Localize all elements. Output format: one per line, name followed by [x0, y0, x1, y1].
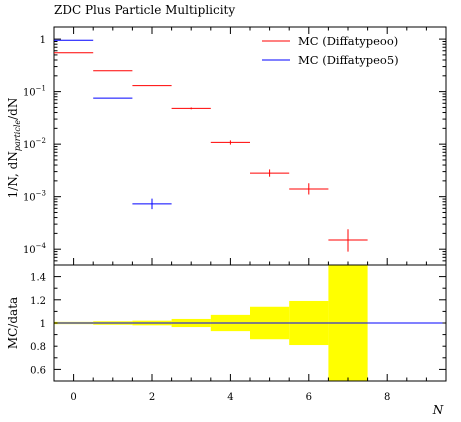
- legend: MC (Diffatypeoo) MC (Diffatypeo5): [262, 34, 399, 67]
- main-y-tick-label-base: 10: [23, 88, 36, 99]
- main-y-tick-label-base: 10: [23, 140, 36, 151]
- main-y-tick-label: 1: [40, 35, 46, 46]
- chart-title: ZDC Plus Particle Multiplicity: [54, 3, 235, 17]
- series-layer: [54, 39, 368, 252]
- main-y-tick-label-exponent: −4: [36, 242, 47, 250]
- main-y-axis-label-tail: /dN: [6, 98, 20, 120]
- x-tick-label: 8: [384, 392, 390, 403]
- x-tick-label: 6: [306, 392, 312, 403]
- ratio-y-axis: 0.6 0.8 1 1.2 1.4: [30, 273, 446, 376]
- main-y-tick-label-exponent: −3: [36, 190, 46, 198]
- legend-label-0: MC (Diffatypeoo): [298, 34, 398, 48]
- main-y-tick-label: 10−2: [23, 137, 46, 151]
- main-y-axis-label-subscript: particle: [13, 120, 22, 152]
- main-y-axis: 110−110−210−310−4: [23, 35, 446, 266]
- main-y-tick-label: 10−4: [23, 242, 47, 256]
- main-y-tick-label: 10−1: [23, 85, 46, 99]
- main-y-tick-label-base: 1: [40, 35, 46, 46]
- main-y-tick-label-base: 10: [23, 245, 36, 256]
- ratio-y-tick-label: 1.2: [30, 296, 46, 307]
- ratio-y-tick-label: 0.8: [30, 342, 46, 353]
- series-1: [54, 39, 172, 210]
- ratio-y-tick-label: 1.4: [30, 273, 46, 284]
- ratio-y-tick-label: 1: [40, 319, 46, 330]
- main-y-tick-label: 10−3: [23, 190, 46, 204]
- x-tick-label: 0: [70, 392, 76, 403]
- x-tick-label: 4: [227, 392, 233, 403]
- main-y-tick-label-exponent: −2: [36, 137, 46, 145]
- series-0: [54, 52, 368, 252]
- x-axis: 0 2 4 6 8: [70, 27, 427, 403]
- ratio-y-tick-label: 0.6: [30, 365, 46, 376]
- ratio-y-axis-label: MC/data: [6, 297, 20, 349]
- main-y-tick-label-base: 10: [23, 193, 36, 204]
- x-tick-label: 2: [149, 392, 155, 403]
- main-y-axis-label: 1/N, dNparticle/dN: [6, 98, 22, 199]
- main-y-tick-label-exponent: −1: [36, 85, 46, 93]
- legend-label-1: MC (Diffatypeo5): [298, 53, 399, 67]
- main-y-axis-label-text: 1/N, dN: [6, 151, 20, 198]
- x-axis-label: N: [432, 403, 444, 417]
